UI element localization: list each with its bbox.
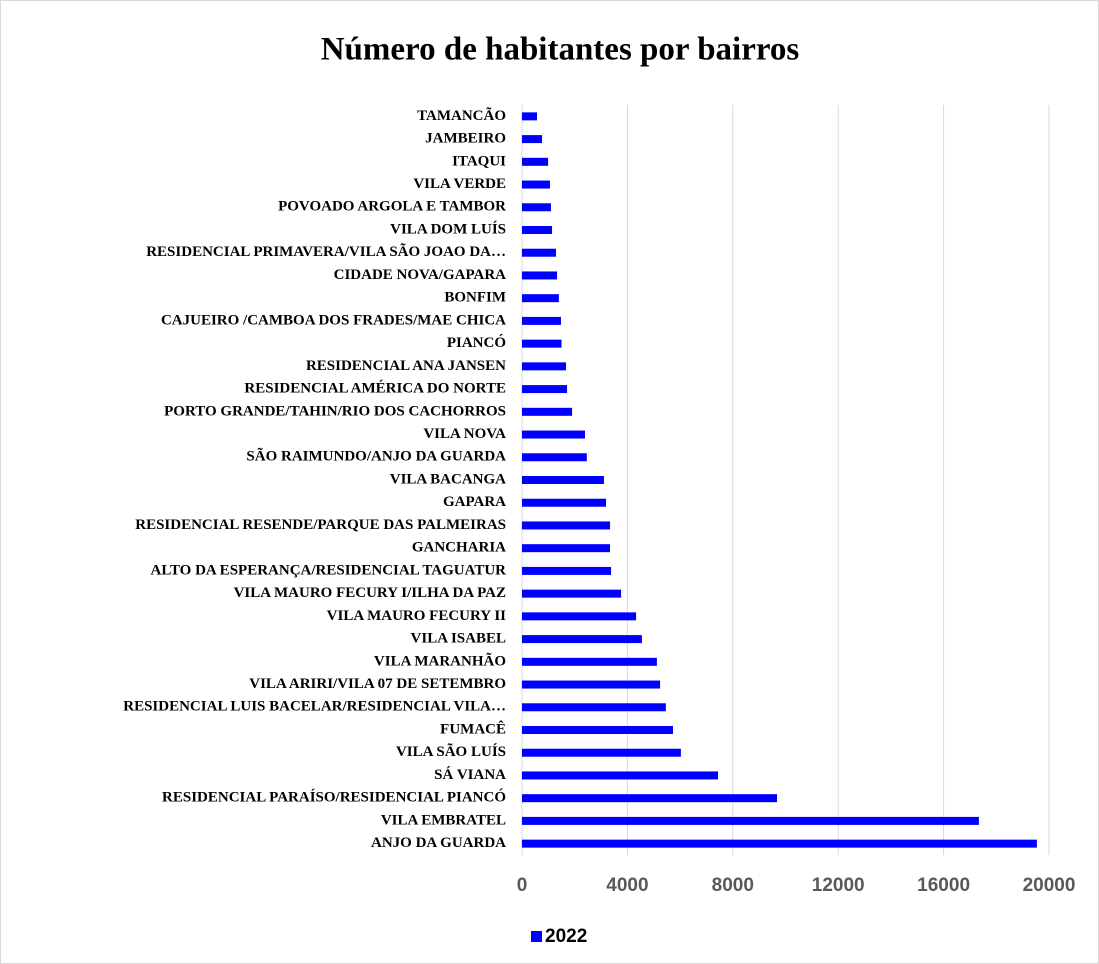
y-tick-label: VILA ISABEL [411,631,506,647]
y-tick-label: JAMBEIRO [425,131,506,147]
bar [522,203,551,212]
legend-label: 2022 [545,926,587,947]
bar [522,316,561,325]
y-tick-label: RESIDENCIAL AMÉRICA DO NORTE [244,380,506,397]
bar [522,566,612,575]
y-tick-label: ITAQUI [452,153,506,169]
y-tick-label: RESIDENCIAL PARAÍSO/RESIDENCIAL PIANCÓ [162,789,506,806]
y-tick-label: PORTO GRANDE/TAHIN/RIO DOS CACHORROS [164,403,506,419]
y-tick-label: RESIDENCIAL RESENDE/PARQUE DAS PALMEIRAS [135,517,506,533]
legend-swatch [531,931,542,942]
bar [522,271,558,280]
bar [522,726,673,734]
y-tick-label: VILA BACANGA [390,471,506,487]
y-tick-label: RESIDENCIAL LUIS BACELAR/RESIDENCIAL VIL… [123,699,506,715]
bar [522,112,538,121]
y-tick-label: POVOADO ARGOLA E TAMBOR [278,199,506,215]
bar [522,794,778,803]
x-tick-label: 20000 [1023,875,1076,896]
y-tick-label: VILA NOVA [423,426,506,442]
y-tick-label: VILA VERDE [413,176,506,192]
x-tick-label: 8000 [712,875,754,896]
bar [522,839,1037,848]
bar [522,362,567,371]
bar [522,703,666,712]
y-tick-label: BONFIM [444,290,506,306]
bar [522,771,719,780]
y-tick-label: VILA MARANHÃO [374,651,506,669]
bar [522,544,611,553]
bar [522,385,568,394]
bar [522,453,587,462]
y-tick-label: VILA ARIRI/VILA 07 DE SETEMBRO [249,676,506,692]
chart-title: Número de habitantes por bairros [321,32,800,68]
bar [522,339,562,348]
bar [522,476,604,484]
y-tick-label: CIDADE NOVA/GAPARA [334,267,507,283]
bar [522,180,550,189]
bar [522,589,622,598]
y-tick-label: SÃO RAIMUNDO/ANJO DA GUARDA [246,447,506,465]
bar [522,294,559,303]
y-tick-label: TAMANCÃO [417,106,506,124]
bar [522,680,661,689]
bar [522,226,553,234]
bar [522,498,607,507]
x-tick-label: 0 [517,875,528,896]
bar [522,816,979,825]
y-tick-label: CAJUEIRO /CAMBOA DOS FRADES/MAE CHICA [161,312,506,328]
bar [522,521,611,530]
bar [522,430,585,439]
x-tick-label: 4000 [606,875,648,896]
y-tick-label: VILA MAURO FECURY II [327,608,507,624]
y-tick-label: VILA MAURO FECURY I/ILHA DA PAZ [234,585,506,601]
y-tick-label: FUMACÊ [440,720,506,737]
bar [522,657,657,666]
bar [522,407,573,416]
bar [522,612,637,621]
x-tick-label: 12000 [812,875,865,896]
bar [522,748,681,757]
y-tick-label: RESIDENCIAL ANA JANSEN [306,358,506,374]
y-tick-label: PIANCÓ [447,334,506,351]
y-tick-label: ANJO DA GUARDA [371,835,506,851]
y-tick-label: GANCHARIA [412,540,506,556]
bar [522,157,549,166]
bar [522,635,642,644]
y-tick-label: VILA SÃO LUÍS [396,742,506,760]
y-tick-label: VILA EMBRATEL [381,812,506,828]
y-tick-label: ALTO DA ESPERANÇA/RESIDENCIAL TAGUATUR [150,562,506,578]
y-tick-label: SÁ VIANA [434,766,506,783]
y-tick-label: GAPARA [443,494,506,510]
bar [522,135,543,144]
y-tick-label: VILA DOM LUÍS [390,220,506,237]
bar [522,248,556,257]
x-tick-label: 16000 [917,875,970,896]
y-tick-label: RESIDENCIAL PRIMAVERA/VILA SÃO JOAO DA… [146,242,506,260]
